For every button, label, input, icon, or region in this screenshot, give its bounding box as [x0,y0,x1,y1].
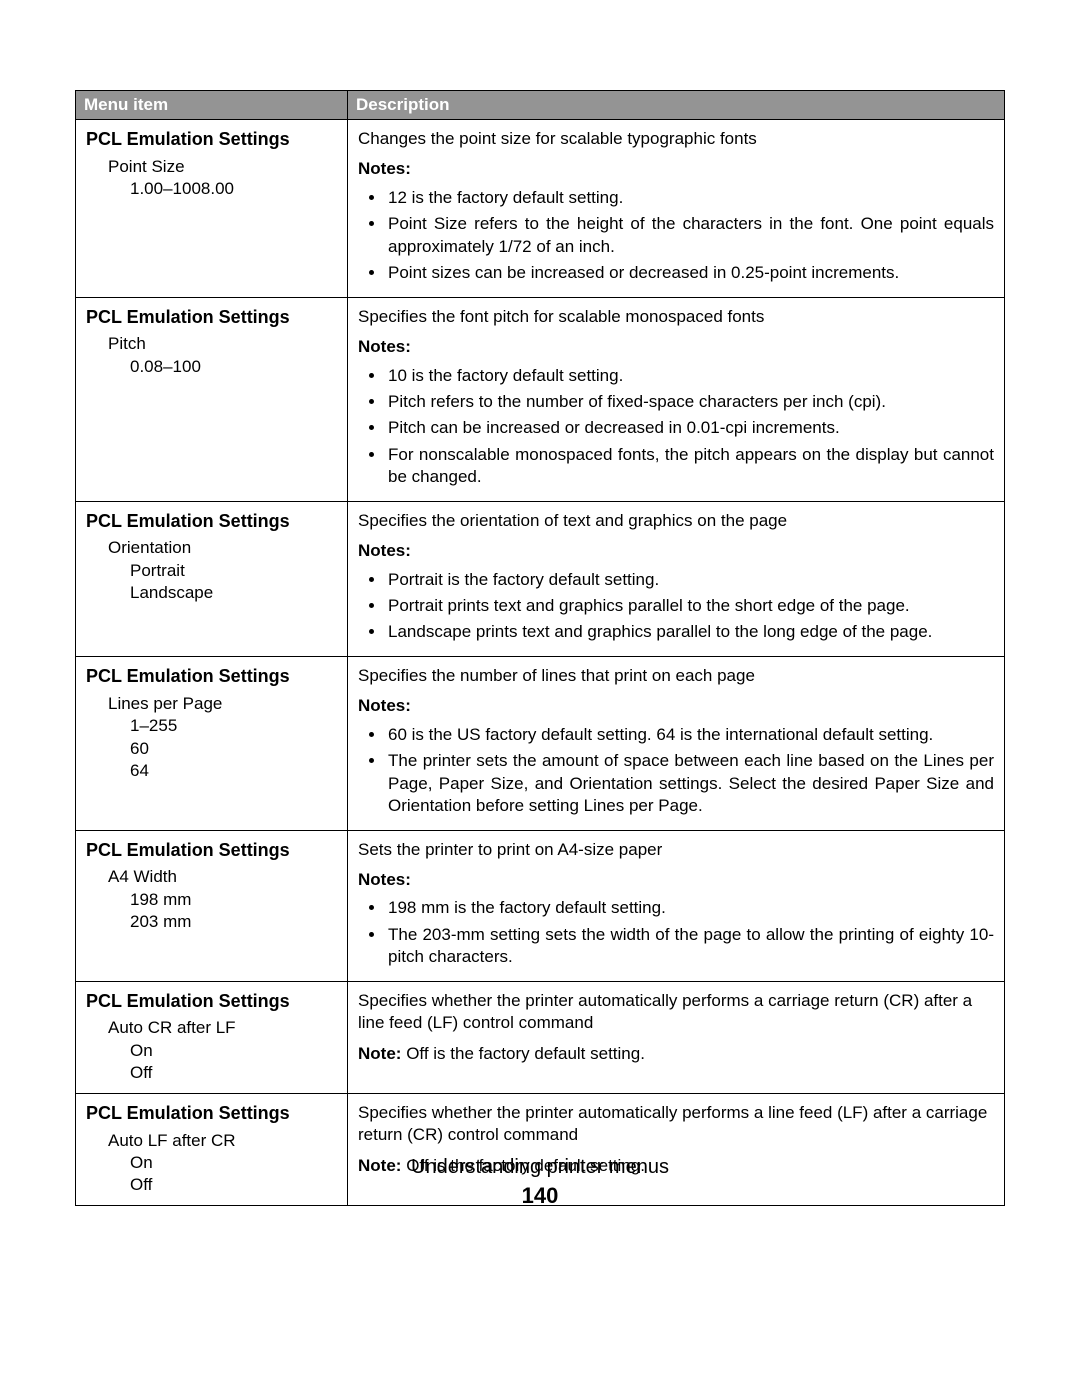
description-cell: Specifies the orientation of text and gr… [348,501,1005,656]
footer-page-number: 140 [0,1183,1080,1209]
table-row: PCL Emulation Settings Lines per Page1–25… [76,656,1005,830]
notes-label: Notes: [358,540,994,562]
setting-value: Portrait [130,560,337,582]
description-lead: Changes the point size for scalable typo… [358,128,994,150]
setting-title: PCL Emulation Settings [86,306,337,330]
setting-value: 1–255 [130,715,337,737]
note-item: Portrait prints text and graphics parall… [386,595,994,617]
note-item: Point Size refers to the height of the c… [386,213,994,258]
setting-value: 64 [130,760,337,782]
notes-label: Notes: [358,336,994,358]
note-item: Landscape prints text and graphics paral… [386,621,994,643]
table-row: PCL Emulation Settings Pitch0.08–100 Speci… [76,297,1005,501]
menu-item-cell: PCL Emulation Settings Point Size1.00–100… [76,120,348,298]
description-cell: Specifies the number of lines that print… [348,656,1005,830]
setting-title: PCL Emulation Settings [86,839,337,863]
description-lead: Specifies the orientation of text and gr… [358,510,994,532]
menu-item-cell: PCL Emulation Settings Auto CR after LFOn… [76,981,348,1093]
table-row: PCL Emulation SettingsOrientationPortrai… [76,501,1005,656]
description-lead: Specifies whether the printer automatica… [358,1102,994,1147]
setting-param: Auto CR after LF [108,1017,337,1039]
notes-label: Notes: [358,869,994,891]
notes-label: Notes: [358,695,994,717]
note-label: Note: [358,1044,401,1063]
note-item: The printer sets the amount of space bet… [386,750,994,817]
note-text: Off is the factory default setting. [406,1044,645,1063]
setting-title: PCL Emulation Settings [86,665,337,689]
note-item: For nonscalable monospaced fonts, the pi… [386,444,994,489]
page-footer: Understanding printer menus 140 [0,1156,1080,1209]
notes-list: Portrait is the factory default setting.… [358,569,994,644]
settings-table: Menu item Description PCL Emulation Sett… [75,90,1005,1206]
setting-param: Lines per Page [108,693,337,715]
menu-item-cell: PCL Emulation Settings Pitch0.08–100 [76,297,348,501]
col-header-menu: Menu item [76,91,348,120]
description-cell: Sets the printer to print on A4-size pap… [348,830,1005,981]
setting-title: PCL Emulation Settings [86,510,337,534]
setting-title: PCL Emulation Settings [86,128,337,152]
setting-param: Orientation [108,537,337,559]
setting-value: 60 [130,738,337,760]
description-lead: Specifies whether the printer automatica… [358,990,994,1035]
table-row: PCL Emulation Settings Point Size1.00–100… [76,120,1005,298]
note-item: Portrait is the factory default setting. [386,569,994,591]
table-row: PCL Emulation Settings Auto CR after LFOn… [76,981,1005,1093]
note-item: The 203-mm setting sets the width of the… [386,924,994,969]
notes-list: 10 is the factory default setting. Pitch … [358,365,994,489]
note-item: Point sizes can be increased or decrease… [386,262,994,284]
note-item: 12 is the factory default setting. [386,187,994,209]
note-inline: Note: Off is the factory default setting… [358,1043,994,1065]
description-lead: Sets the printer to print on A4-size pap… [358,839,994,861]
setting-value: Off [130,1062,337,1084]
notes-list: 12 is the factory default setting. Point … [358,187,994,285]
note-item: 10 is the factory default setting. [386,365,994,387]
notes-list: 198 mm is the factory default setting. Th… [358,897,994,968]
setting-title: PCL Emulation Settings [86,990,337,1014]
setting-value: 1.00–1008.00 [130,178,337,200]
setting-value: Landscape [130,582,337,604]
setting-value: On [130,1040,337,1062]
setting-param: Auto LF after CR [108,1130,337,1152]
table-body: PCL Emulation Settings Point Size1.00–100… [76,120,1005,1206]
description-lead: Specifies the font pitch for scalable mo… [358,306,994,328]
setting-value: 203 mm [130,911,337,933]
setting-param: Pitch [108,333,337,355]
description-cell: Changes the point size for scalable typo… [348,120,1005,298]
description-cell: Specifies whether the printer automatica… [348,981,1005,1093]
description-cell: Specifies the font pitch for scalable mo… [348,297,1005,501]
notes-label: Notes: [358,158,994,180]
note-item: 198 mm is the factory default setting. [386,897,994,919]
setting-value: 0.08–100 [130,356,337,378]
setting-param: A4 Width [108,866,337,888]
menu-item-cell: PCL Emulation Settings Lines per Page1–25… [76,656,348,830]
page: Menu item Description PCL Emulation Sett… [0,0,1080,1206]
col-header-description: Description [348,91,1005,120]
footer-section-title: Understanding printer menus [0,1156,1080,1179]
description-lead: Specifies the number of lines that print… [358,665,994,687]
menu-item-cell: PCL Emulation Settings A4 Width198 mm203 … [76,830,348,981]
setting-title: PCL Emulation Settings [86,1102,337,1126]
note-item: Pitch refers to the number of fixed-spac… [386,391,994,413]
table-header: Menu item Description [76,91,1005,120]
setting-param: Point Size [108,156,337,178]
menu-item-cell: PCL Emulation Settings OrientationPortrai… [76,501,348,656]
setting-value: 198 mm [130,889,337,911]
table-row: PCL Emulation Settings A4 Width198 mm203 … [76,830,1005,981]
notes-list: 60 is the US factory default setting. 64… [358,724,994,818]
note-item: Pitch can be increased or decreased in 0… [386,417,994,439]
note-item: 60 is the US factory default setting. 64… [386,724,994,746]
